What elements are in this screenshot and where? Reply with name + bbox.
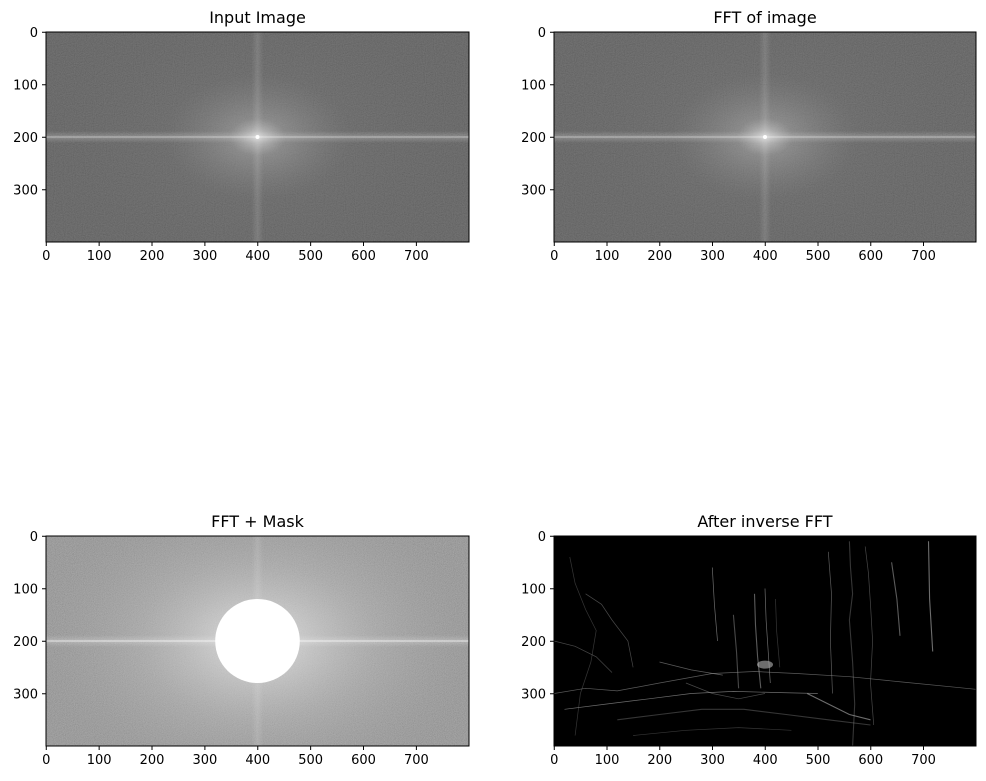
edge-stroke (564, 691, 818, 710)
panel-image (46, 536, 469, 746)
edge-bright-spot (757, 660, 773, 669)
x-tick-label: 600 (858, 249, 883, 264)
edge-stroke (554, 640, 613, 673)
edge-stroke (753, 593, 762, 689)
x-tick-label: 300 (192, 249, 217, 264)
x-tick-label: 500 (806, 753, 831, 768)
x-tick-label: 100 (87, 753, 112, 768)
edge-strokes (554, 541, 976, 746)
edge-stroke (827, 551, 833, 694)
panel-input-image: Input Image 0 100 200 300 400 500 600 700 0 100 200… (13, 8, 470, 264)
edge-stroke (864, 546, 875, 726)
x-tick-label: 0 (550, 753, 558, 768)
x-tick-label: 300 (192, 753, 217, 768)
dc-peak (763, 135, 767, 139)
x-tick-label: 700 (911, 753, 936, 768)
y-tick-label: 100 (521, 78, 546, 93)
y-tick-label: 100 (13, 78, 38, 93)
y-tick-label: 0 (538, 530, 546, 545)
y-tick-label: 300 (13, 687, 38, 702)
x-tick-label: 400 (245, 249, 270, 264)
y-tick-label: 300 (521, 687, 546, 702)
x-tick-label: 400 (753, 753, 778, 768)
panel-fft-mask: FFT + Mask 0 100 200 300 400 500 600 700 0 100 200 3… (13, 512, 470, 768)
x-tick-label: 600 (351, 753, 376, 768)
panel-image (554, 536, 976, 746)
panel-title: After inverse FFT (697, 512, 832, 531)
y-tick-label: 100 (13, 582, 38, 597)
x-tick-label: 200 (647, 249, 672, 264)
x-tick-label: 300 (700, 753, 725, 768)
panels-layer: Input Image 0 100 200 300 400 500 600 700 0 100 200… (13, 8, 977, 768)
x-tick-label: 500 (298, 753, 323, 768)
y-tick-label: 300 (521, 183, 546, 198)
y-tick-label: 300 (13, 183, 38, 198)
edge-stroke (927, 541, 934, 652)
x-tick-label: 0 (42, 753, 50, 768)
panel-title: FFT + Mask (211, 512, 304, 531)
edge-stroke (848, 541, 856, 746)
y-tick-label: 200 (13, 635, 38, 650)
edge-stroke (891, 562, 901, 636)
x-tick-label: 100 (595, 249, 620, 264)
x-tick-label: 400 (753, 249, 778, 264)
panel-title: Input Image (209, 8, 306, 27)
edge-stroke (732, 614, 740, 689)
x-tick-label: 400 (245, 753, 270, 768)
x-tick-label: 700 (404, 249, 429, 264)
y-tick-label: 0 (30, 26, 38, 41)
x-tick-label: 700 (911, 249, 936, 264)
x-tick-label: 600 (858, 753, 883, 768)
x-tick-label: 200 (140, 753, 165, 768)
x-tick-label: 500 (806, 249, 831, 264)
panel-image (46, 32, 469, 242)
x-tick-label: 100 (87, 249, 112, 264)
y-tick-label: 0 (30, 530, 38, 545)
panel-fft-of-image: FFT of image 0 100 200 300 400 500 600 700 0 100 20… (521, 8, 977, 264)
y-tick-label: 0 (538, 26, 546, 41)
panel-title: FFT of image (713, 8, 816, 27)
x-tick-label: 100 (595, 753, 620, 768)
y-tick-label: 200 (13, 131, 38, 146)
edge-stroke (659, 661, 723, 676)
mask-circle (215, 599, 300, 683)
edge-stroke (569, 556, 597, 736)
x-tick-label: 0 (550, 249, 558, 264)
edge-stroke (554, 671, 976, 694)
x-tick-label: 0 (42, 249, 50, 264)
y-tick-label: 100 (521, 582, 546, 597)
edge-stroke (711, 567, 718, 642)
dc-peak (255, 135, 260, 139)
edge-stroke (633, 727, 792, 736)
x-tick-label: 200 (647, 753, 672, 768)
panel-inverse-fft: After inverse FFT 0 100 200 300 400 500 600 700 0… (521, 512, 977, 768)
x-tick-label: 500 (298, 249, 323, 264)
x-tick-label: 300 (700, 249, 725, 264)
edge-stroke (617, 708, 871, 726)
x-tick-label: 700 (404, 753, 429, 768)
image-background (554, 536, 976, 746)
x-tick-label: 600 (351, 249, 376, 264)
y-tick-label: 200 (521, 635, 546, 650)
x-tick-label: 200 (140, 249, 165, 264)
edge-stroke (685, 682, 766, 700)
edge-stroke (585, 593, 634, 668)
panel-image (554, 32, 976, 242)
edge-stroke (806, 693, 871, 721)
y-tick-label: 200 (521, 131, 546, 146)
edge-stroke (775, 598, 781, 668)
